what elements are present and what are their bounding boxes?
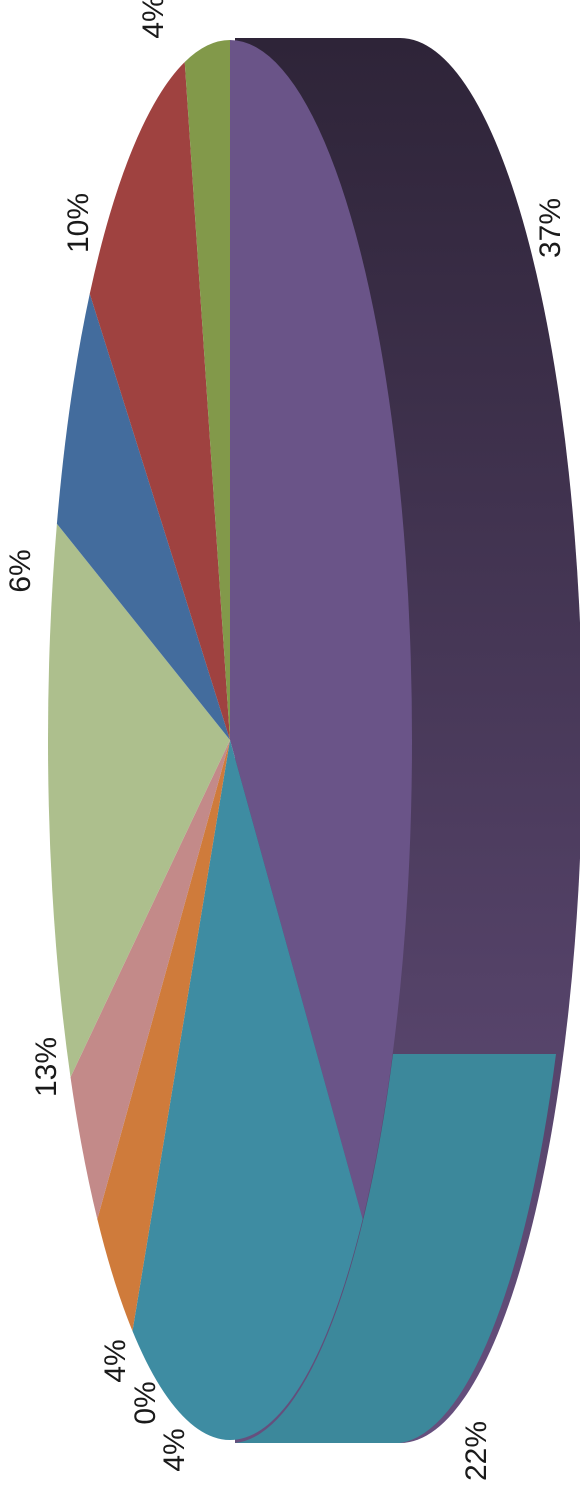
pie-slice-4 <box>70 740 230 1220</box>
slice-label-10: 10% <box>62 193 95 253</box>
pie-slice-5 <box>48 523 231 1078</box>
slice-label-4-pink: 4% <box>99 1339 132 1382</box>
pie-side-wall-teal <box>235 1054 556 1443</box>
slice-label-6: 6% <box>4 549 37 592</box>
slice-label-13: 13% <box>30 1037 63 1097</box>
pie-slice-0 <box>230 40 412 1220</box>
slice-label-4-green: 4% <box>137 0 170 39</box>
slice-label-0: 0% <box>129 1381 162 1424</box>
pie-slice-2 <box>97 740 230 1332</box>
pie-slice-8 <box>184 40 230 740</box>
pie-slice-6 <box>56 293 230 740</box>
slice-label-4-orange: 4% <box>158 1428 191 1471</box>
pie-slice-7 <box>89 61 231 741</box>
slice-label-22: 22% <box>460 1421 493 1481</box>
slice-label-37: 37% <box>534 198 567 258</box>
pie-slices <box>48 40 412 1440</box>
pie-slice-1 <box>132 740 363 1440</box>
